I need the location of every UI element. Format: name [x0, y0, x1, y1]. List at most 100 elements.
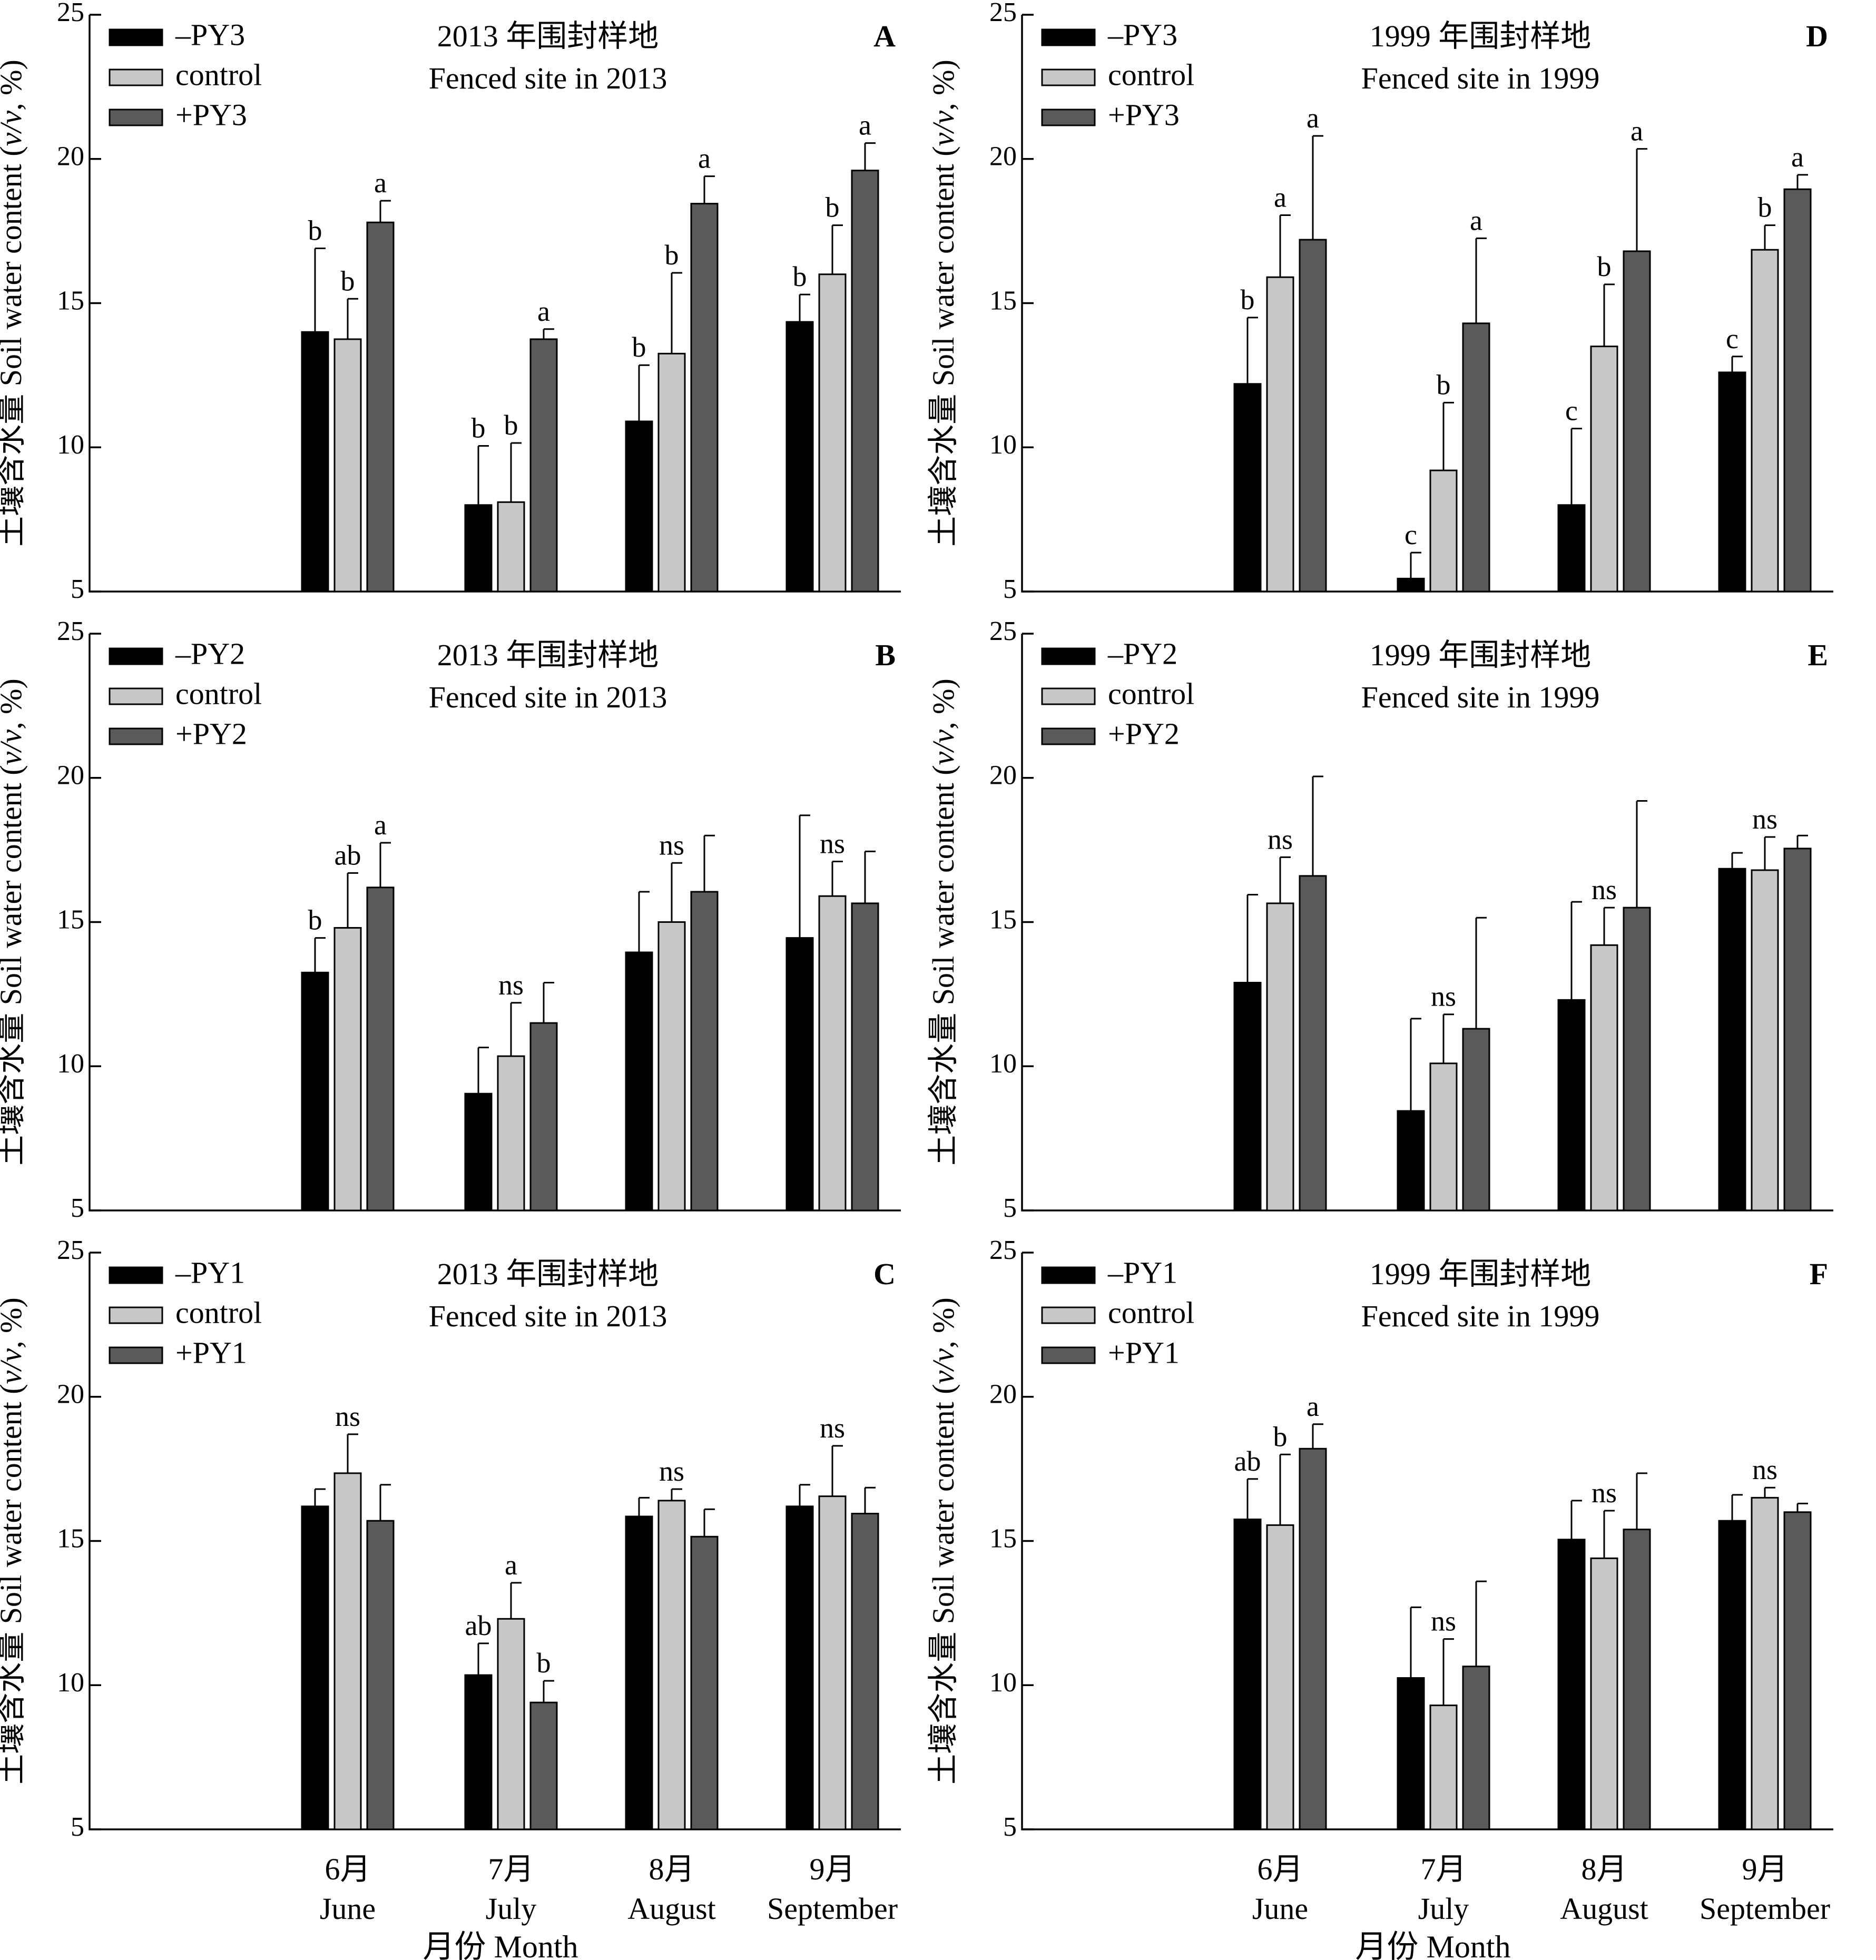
bar-e-1-2: [1266, 902, 1294, 1212]
y-tick-label: 15: [989, 1523, 1017, 1553]
bar-e-1-3: [1299, 875, 1327, 1212]
significance-letter: a: [505, 1549, 517, 1581]
bar-c-3-1: [625, 1515, 653, 1830]
y-tick-label: 20: [989, 1380, 1017, 1410]
x-tick-label-en: September: [1700, 1892, 1830, 1926]
significance-letter: a: [374, 167, 387, 199]
significance-letter: a: [1307, 102, 1319, 134]
significance-letter: ns: [498, 969, 524, 1001]
bar-d-1-1: [1233, 383, 1262, 593]
bar-e-4-2: [1751, 869, 1779, 1212]
panel-letter: B: [875, 638, 896, 672]
panel-title-cn: 1999 年围封样地: [1370, 638, 1592, 672]
significance-letter: a: [374, 809, 387, 841]
bar-b-2-2: [497, 1055, 525, 1212]
legend-swatch: [1041, 68, 1096, 86]
panel-title-cn: 2013 年围封样地: [437, 1257, 659, 1291]
y-axis-label: 土壤含水量 Soil water content (v/v, %): [926, 60, 960, 547]
bar-e-2-2: [1429, 1062, 1458, 1212]
bar-a-1-1: [301, 331, 329, 593]
significance-letter: a: [1631, 115, 1643, 147]
bar-b-1-3: [366, 887, 395, 1212]
y-tick-label: 25: [989, 616, 1017, 646]
significance-letter: ns: [1752, 803, 1777, 835]
bar-e-1-1: [1233, 981, 1262, 1212]
significance-letter: b: [341, 265, 355, 297]
bar-a-3-1: [625, 420, 653, 593]
bar-b-1-1: [301, 971, 329, 1212]
x-tick-label-cn: 8月: [649, 1852, 694, 1886]
bar-c-4-1: [785, 1505, 814, 1830]
significance-letter: ns: [820, 828, 845, 860]
bar-f-3-2: [1590, 1557, 1618, 1830]
significance-letter: c: [1565, 395, 1578, 427]
legend-label: –PY2: [175, 636, 245, 671]
legend-label: –PY1: [175, 1255, 245, 1289]
bar-f-1-2: [1266, 1524, 1294, 1830]
bar-d-4-3: [1783, 188, 1812, 593]
x-tick-label-cn: 6月: [1257, 1852, 1303, 1886]
y-tick-label: 10: [989, 1049, 1017, 1079]
bar-b-4-1: [785, 937, 814, 1212]
bar-c-4-3: [851, 1512, 879, 1830]
x-tick-label-en: July: [1418, 1892, 1469, 1926]
bar-a-3-3: [690, 203, 719, 593]
bar-f-2-1: [1397, 1677, 1425, 1830]
x-tick-label-en: July: [486, 1892, 537, 1926]
y-tick-label: 5: [1003, 1812, 1017, 1842]
y-tick-label: 10: [989, 430, 1017, 460]
y-tick-label: 20: [989, 142, 1017, 172]
significance-letter: ns: [1752, 1454, 1777, 1485]
legend-label: +PY3: [175, 97, 247, 132]
y-axis-label: 土壤含水量 Soil water content (v/v, %): [0, 1297, 28, 1785]
panel-letter: F: [1810, 1257, 1828, 1291]
y-tick-label: 25: [57, 616, 84, 646]
legend-swatch: [109, 1306, 163, 1324]
bar-c-3-3: [690, 1535, 719, 1830]
legend-label: +PY3: [1108, 97, 1180, 132]
bar-b-2-1: [464, 1092, 493, 1212]
significance-letter: ns: [659, 829, 684, 861]
y-tick-label: 15: [57, 285, 84, 316]
bar-b-3-3: [690, 891, 719, 1212]
significance-letter: c: [1404, 519, 1417, 550]
panel-e: 5 10 15 20 25 ns ns ns ns E 1999 年围封样地 Fenced site …: [926, 616, 1833, 1223]
legend-label: control: [1108, 1295, 1194, 1329]
panel-title-en: Fenced site in 1999: [1361, 61, 1600, 95]
significance-letter: b: [504, 409, 518, 441]
x-axis-label: 月份 Month: [1355, 1929, 1510, 1960]
significance-letter: b: [308, 904, 322, 936]
panel-letter: E: [1808, 638, 1828, 672]
panel-title-cn: 2013 年围封样地: [437, 19, 659, 53]
bar-b-1-2: [333, 927, 362, 1212]
panel-title-cn: 2013 年围封样地: [437, 638, 659, 672]
y-axis-label: 土壤含水量 Soil water content (v/v, %): [926, 678, 960, 1166]
bar-c-1-1: [301, 1505, 329, 1830]
significance-letter: b: [1273, 1421, 1288, 1452]
legend-swatch: [1041, 1346, 1096, 1364]
x-tick-label-en: August: [627, 1892, 716, 1926]
bar-b-2-3: [529, 1022, 558, 1212]
significance-letter: b: [472, 412, 486, 444]
bar-a-4-1: [785, 321, 814, 593]
y-tick-label: 5: [71, 574, 84, 604]
x-tick-label-en: August: [1560, 1892, 1648, 1926]
panel-letter: A: [873, 19, 896, 53]
panel-title-en: Fenced site in 2013: [429, 1299, 667, 1333]
significance-letter: ns: [1592, 874, 1617, 905]
significance-letter: b: [826, 192, 840, 223]
bar-d-3-1: [1557, 504, 1586, 593]
bar-b-4-2: [818, 895, 847, 1212]
legend-swatch: [109, 109, 163, 126]
bar-d-4-1: [1718, 371, 1746, 593]
legend-swatch: [109, 68, 163, 86]
bar-c-2-3: [529, 1701, 558, 1830]
legend-swatch: [109, 727, 163, 745]
significance-letter: a: [1470, 204, 1482, 236]
y-tick-label: 20: [57, 1380, 84, 1410]
bar-b-4-3: [851, 902, 879, 1212]
legend-swatch: [1041, 647, 1096, 665]
